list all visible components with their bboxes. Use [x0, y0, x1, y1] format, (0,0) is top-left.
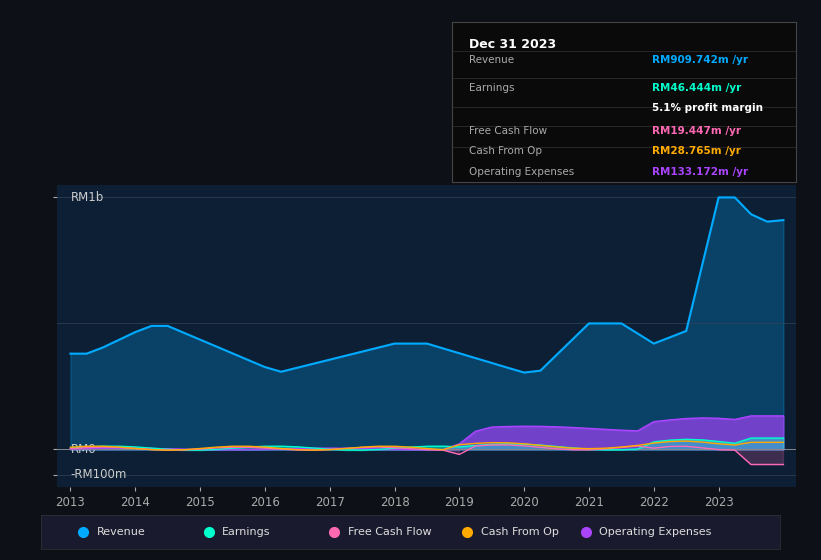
Text: RM46.444m /yr: RM46.444m /yr [652, 83, 741, 92]
Text: Dec 31 2023: Dec 31 2023 [469, 38, 556, 52]
Text: Earnings: Earnings [222, 527, 271, 537]
Text: RM28.765m /yr: RM28.765m /yr [652, 147, 741, 156]
Text: RM1b: RM1b [71, 191, 103, 204]
Text: Cash From Op: Cash From Op [481, 527, 558, 537]
Text: Operating Expenses: Operating Expenses [599, 527, 711, 537]
Text: Free Cash Flow: Free Cash Flow [469, 125, 547, 136]
Text: RM909.742m /yr: RM909.742m /yr [652, 55, 748, 66]
Text: RM133.172m /yr: RM133.172m /yr [652, 167, 748, 177]
Text: RM19.447m /yr: RM19.447m /yr [652, 125, 741, 136]
Text: -RM100m: -RM100m [71, 468, 126, 481]
Text: Cash From Op: Cash From Op [469, 147, 542, 156]
Text: Free Cash Flow: Free Cash Flow [348, 527, 431, 537]
Text: Operating Expenses: Operating Expenses [469, 167, 574, 177]
Text: RM0: RM0 [71, 443, 96, 456]
Text: Revenue: Revenue [469, 55, 514, 66]
Text: Earnings: Earnings [469, 83, 514, 92]
Text: 5.1% profit margin: 5.1% profit margin [652, 104, 763, 113]
Text: Revenue: Revenue [97, 527, 145, 537]
